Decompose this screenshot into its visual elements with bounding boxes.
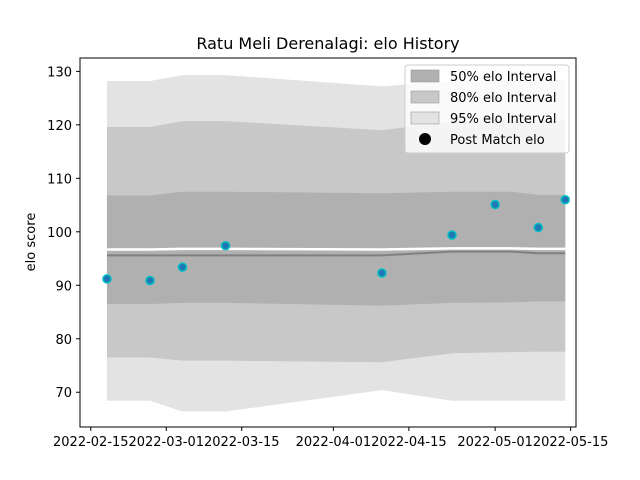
x-tick-label: 2022-02-15 bbox=[53, 435, 129, 450]
trend-lines bbox=[106, 247, 566, 257]
legend-label: 50% elo Interval bbox=[450, 70, 557, 85]
y-tick-label: 80 bbox=[55, 333, 72, 348]
x-tick-label: 2022-03-01 bbox=[128, 435, 204, 450]
y-tick-label: 90 bbox=[55, 279, 72, 294]
legend-marker bbox=[419, 133, 431, 145]
x-tick-label: 2022-05-01 bbox=[457, 435, 533, 450]
x-tick-label: 2022-05-15 bbox=[533, 435, 609, 450]
post-match-point bbox=[533, 222, 544, 233]
post-match-points bbox=[102, 194, 570, 286]
y-tick-label: 70 bbox=[55, 386, 72, 401]
y-tick-label: 110 bbox=[47, 172, 72, 187]
legend-box bbox=[404, 64, 570, 154]
legend-items: 50% elo Interval 80% elo Interval 95% elo … bbox=[410, 69, 557, 148]
post-match-point bbox=[102, 274, 112, 284]
plot-area bbox=[102, 75, 570, 412]
chart-title: Ratu Meli Derenalagi: elo History bbox=[196, 34, 459, 53]
post-match-point bbox=[560, 194, 570, 205]
legend: 50% elo Interval 80% elo Interval 95% elo … bbox=[404, 64, 570, 154]
reference-line bbox=[106, 247, 566, 251]
legend-label: Post Match elo bbox=[450, 133, 545, 148]
y-tick-label: 120 bbox=[47, 119, 72, 134]
x-tick-label: 2022-03-15 bbox=[204, 435, 280, 450]
x-axis: 2022-02-15 2022-03-01 2022-03-15 2022-04-01… bbox=[53, 427, 608, 450]
post-match-point bbox=[177, 262, 188, 272]
legend-swatch bbox=[410, 111, 440, 125]
interval-bands bbox=[106, 75, 566, 412]
y-axis-label: elo score bbox=[24, 213, 39, 272]
legend-label: 80% elo Interval bbox=[450, 91, 557, 106]
post-match-point bbox=[220, 240, 231, 251]
legend-swatch bbox=[410, 69, 440, 83]
post-match-point bbox=[377, 268, 387, 278]
y-tick-label: 130 bbox=[47, 65, 72, 80]
legend-swatch bbox=[410, 90, 440, 104]
x-tick-label: 2022-04-15 bbox=[371, 435, 447, 450]
axes-frame bbox=[79, 57, 577, 428]
post-match-point bbox=[145, 275, 155, 286]
legend-label: 95% elo Interval bbox=[450, 112, 557, 127]
post-match-point bbox=[447, 230, 457, 240]
median-line bbox=[106, 250, 566, 257]
y-axis: 70 80 90 100 110 120 130 bbox=[47, 65, 80, 401]
x-tick-label: 2022-04-01 bbox=[296, 435, 372, 450]
post-match-point bbox=[490, 199, 500, 210]
y-tick-label: 100 bbox=[47, 226, 72, 241]
